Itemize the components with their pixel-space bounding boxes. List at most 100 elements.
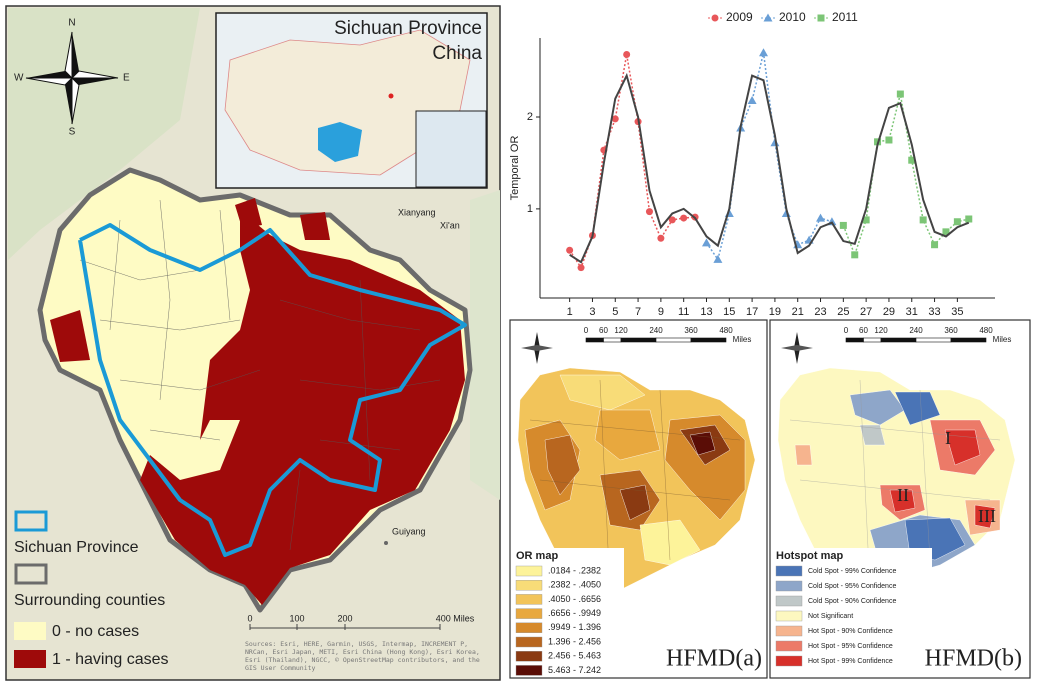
inset-title: China: [432, 43, 482, 64]
x-tick-label: 17: [746, 306, 758, 318]
legend-label: Cold Spot - 99% Confidence: [808, 568, 896, 575]
legend-label: 2010: [779, 10, 806, 24]
legend-label: .9949 - 1.396: [548, 622, 601, 632]
scale-label: 240: [909, 326, 923, 335]
compass: [521, 345, 553, 351]
terrain: [8, 8, 200, 260]
inset-map: Sichuan Province China: [215, 12, 488, 189]
legend-swatch: [515, 665, 543, 676]
data-point: [839, 221, 847, 229]
legend-label: 1.396 - 2.456: [548, 636, 601, 646]
x-tick-label: 15: [723, 306, 735, 318]
data-point: [896, 90, 904, 98]
legend-label: 1 - having cases: [52, 651, 169, 668]
legend-swatch: [515, 622, 543, 633]
county-lines: [529, 379, 741, 591]
case-area: [140, 210, 465, 605]
case-area: [300, 212, 330, 240]
data-point: [953, 218, 961, 226]
legend-label: .2382 - .4050: [548, 580, 601, 590]
x-tick-label: 25: [837, 306, 849, 318]
legend-label: Hot Spot - 99% Confidence: [808, 658, 893, 665]
legend-title: OR map: [516, 550, 558, 562]
map-region: [544, 434, 581, 496]
series-line: [705, 52, 833, 262]
map-region: [619, 484, 651, 521]
legend-swatch: [775, 640, 803, 652]
left-legend: Sichuan Province Surrounding counties 0 - …: [14, 510, 169, 668]
legend-label: Sichuan Province: [14, 539, 139, 556]
legend-label: Surrounding counties: [14, 592, 165, 609]
legend-label: 0 - no cases: [52, 623, 139, 640]
legend-swatch: [775, 580, 803, 592]
scale-label: 120: [614, 326, 628, 335]
line-chart: Temporal OR 121 3 5 7 9 11 13 15 17 19 21 23 25 27 29 3…: [509, 10, 995, 318]
legend-swatch: [775, 610, 803, 622]
legend-label: .4050 - .6656: [548, 594, 601, 604]
inset-title: Sichuan Province: [334, 18, 482, 39]
map-region: [974, 504, 996, 529]
data-point: [645, 208, 653, 216]
x-tick-label: 27: [860, 306, 872, 318]
data-point: [713, 254, 723, 263]
legend-label: 2.456 - 5.463: [548, 651, 601, 661]
data-point: [668, 216, 676, 224]
legend-swatch: [14, 510, 48, 532]
y-axis-label: Temporal OR: [509, 136, 521, 201]
region-label: III: [978, 506, 996, 526]
scale-label: 60: [859, 326, 868, 335]
data-point: [623, 51, 631, 59]
legend-swatch: [14, 622, 46, 640]
left-map: Xianyang Xi'an Guiyang N S E W Sichuan P…: [5, 5, 501, 681]
data-point: [885, 136, 893, 144]
sichuan-border: [78, 223, 467, 557]
y-tick-label: 1: [527, 203, 533, 215]
scale-segment: [845, 337, 864, 343]
case-area: [235, 198, 262, 228]
scale-label: 0: [844, 326, 849, 335]
legend-title: Hotspot map: [776, 550, 844, 562]
scale-segment: [655, 337, 692, 343]
map-region: [664, 414, 746, 521]
scale-label: 360: [684, 326, 698, 335]
case-area: [50, 310, 90, 362]
legend-label: 2011: [832, 10, 858, 24]
compass-label: E: [123, 73, 130, 84]
city-dot: [384, 541, 388, 545]
series-line: [842, 93, 969, 258]
data-point: [611, 115, 619, 123]
x-tick-label: 9: [658, 306, 664, 318]
data-point: [701, 238, 711, 247]
legend-swatch: [14, 563, 48, 585]
legend-label: Not Significant: [808, 613, 853, 620]
x-tick-label: 5: [612, 306, 618, 318]
data-point: [919, 216, 927, 224]
map-region: [794, 444, 813, 466]
map-region: [849, 389, 906, 426]
x-tick-label: 23: [814, 306, 826, 318]
x-tick-label: 11: [678, 306, 689, 318]
data-point: [965, 215, 973, 223]
attribution-box: Sources: Esri, HERE, Garmin, USGS, Inter…: [245, 640, 480, 672]
scale-segment: [880, 337, 917, 343]
scale-segment: [690, 337, 727, 343]
legend-swatch: [515, 580, 543, 591]
compass-label: N: [68, 18, 75, 29]
map-region: [894, 391, 941, 426]
city-label: Xianyang: [398, 207, 436, 217]
data-point: [566, 246, 574, 254]
legend-swatch: [515, 594, 543, 605]
scale-label: 200: [337, 613, 352, 623]
x-tick-label: 1: [567, 306, 573, 318]
scale-label: 60: [599, 326, 608, 335]
scale-label: 0: [247, 613, 252, 623]
region-label: II: [897, 485, 909, 505]
series-line: [569, 54, 696, 270]
panel-label: HFMD(b): [925, 646, 1022, 672]
data-point: [747, 95, 757, 104]
scale-segment: [915, 337, 952, 343]
